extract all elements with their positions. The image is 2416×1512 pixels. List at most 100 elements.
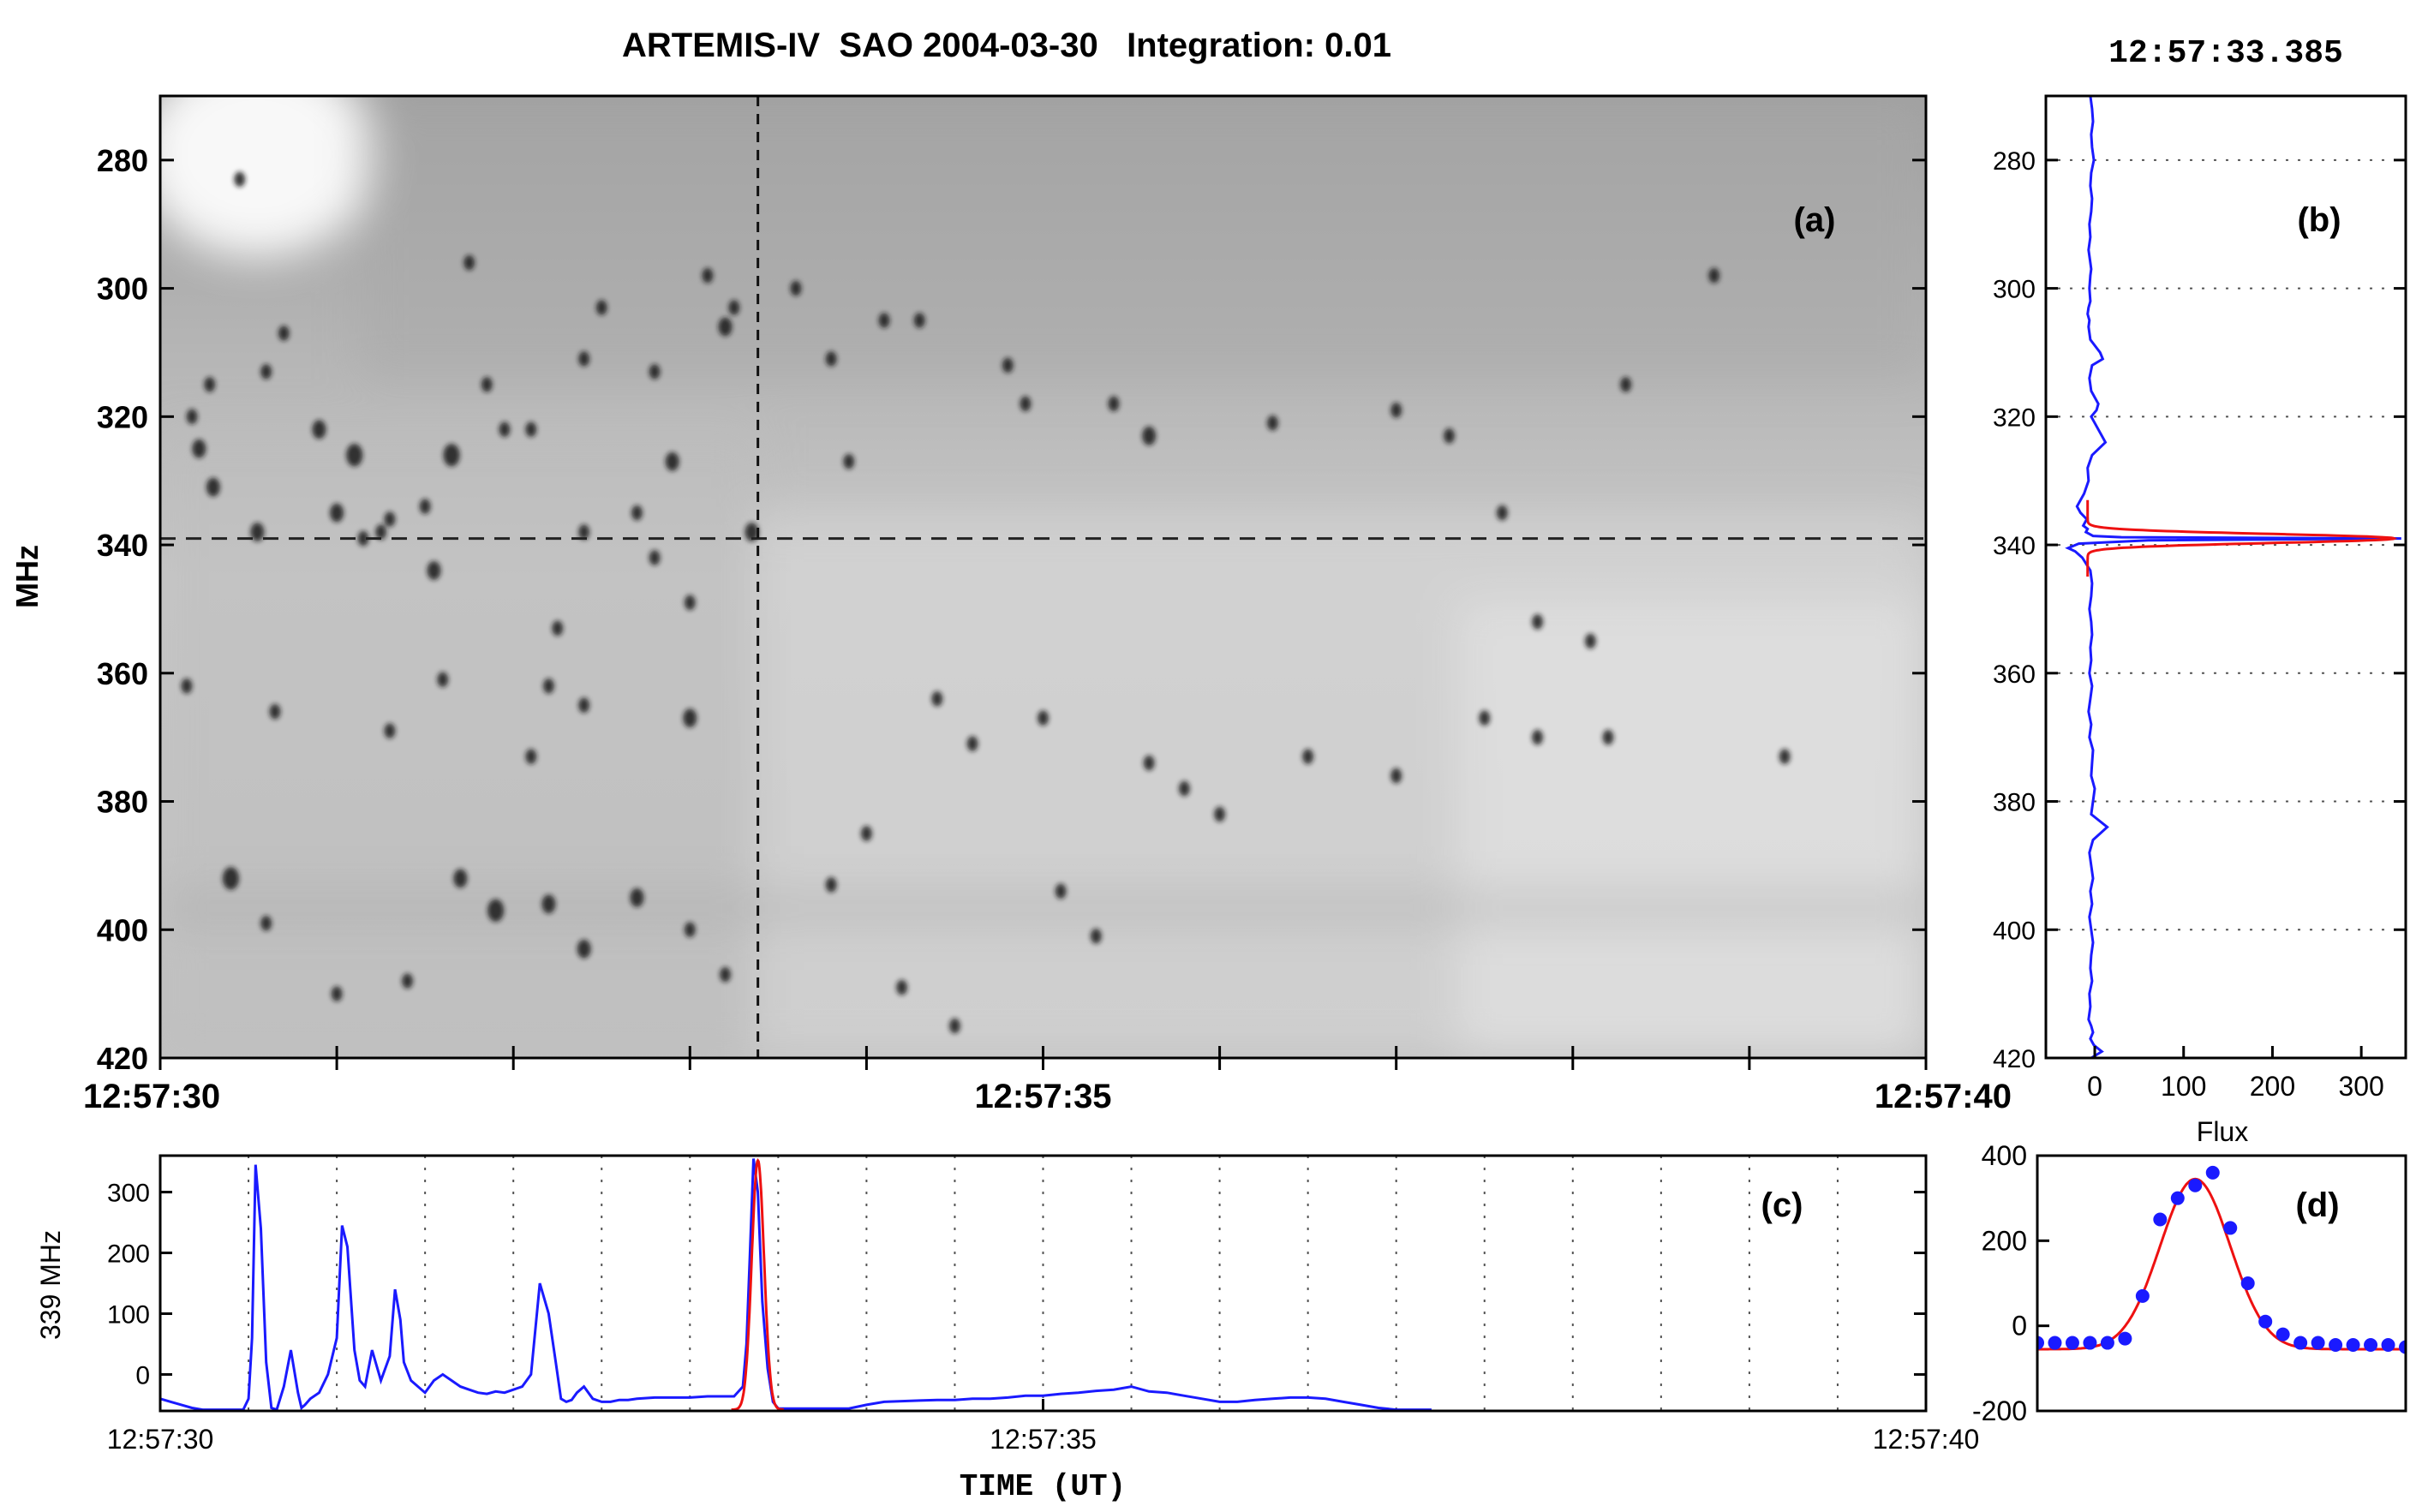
spike-mark	[578, 524, 590, 540]
y-tick-label: 380	[97, 785, 148, 820]
spike-mark	[1532, 729, 1543, 745]
y-tick-label: 360	[1993, 660, 2036, 689]
data-point	[2223, 1221, 2238, 1235]
spike-mark	[1214, 806, 1225, 822]
spike-mark	[630, 887, 644, 907]
spike-mark	[552, 620, 564, 636]
data-point	[2048, 1336, 2062, 1350]
spike-mark	[1002, 357, 1014, 374]
spike-mark	[1055, 883, 1067, 899]
spike-mark	[1267, 415, 1278, 431]
spike-mark	[234, 171, 246, 188]
spike-mark	[896, 979, 908, 995]
panel-b-label: (b)	[2297, 201, 2341, 239]
spike-mark	[1708, 267, 1720, 284]
spike-mark	[949, 1018, 960, 1034]
spike-mark	[1585, 633, 1596, 649]
x-tick-label: 300	[2338, 1071, 2383, 1102]
y-tick-label: 320	[1993, 403, 2036, 432]
spike-mark	[186, 409, 198, 425]
spike-mark	[204, 377, 216, 392]
spike-mark	[543, 678, 554, 694]
spike-mark	[702, 267, 714, 284]
spectrogram-texture	[160, 96, 1926, 1058]
y-tick-label: 400	[97, 912, 148, 947]
data-point	[2329, 1338, 2343, 1353]
spike-mark	[665, 451, 679, 471]
spike-mark	[1178, 780, 1190, 797]
spike-mark	[825, 877, 837, 893]
spike-mark	[499, 421, 511, 438]
spike-mark	[1143, 755, 1155, 771]
data-point	[2240, 1276, 2255, 1290]
x-tick-label: 12:57:35	[990, 1424, 1097, 1455]
data-point	[2135, 1288, 2150, 1303]
data-point	[2065, 1336, 2079, 1350]
panel-c-flux-series	[160, 1158, 1432, 1411]
spike-mark	[684, 595, 696, 611]
y-tick-label: 200	[1982, 1225, 2027, 1256]
y-tick-label: 420	[97, 1041, 148, 1076]
panel-c-gaussian-fit	[731, 1157, 784, 1411]
spike-mark	[437, 672, 449, 688]
y-tick-label: 100	[107, 1300, 150, 1329]
spike-mark	[463, 254, 475, 271]
spike-mark	[577, 939, 591, 959]
spike-mark	[260, 915, 272, 931]
spike-mark	[181, 678, 193, 694]
spike-mark	[1532, 614, 1543, 630]
data-point	[2118, 1331, 2132, 1346]
spike-mark	[1496, 505, 1508, 521]
data-point	[2293, 1336, 2308, 1350]
spike-mark	[578, 351, 590, 367]
data-point	[2083, 1336, 2097, 1350]
data-point	[2037, 1336, 2044, 1350]
spike-mark	[402, 973, 413, 989]
y-tick-label: 300	[97, 272, 148, 307]
panel-a-label: (a)	[1794, 201, 1836, 239]
data-point	[2346, 1338, 2360, 1353]
panel-c-ylabel: 339 MHz	[35, 1230, 66, 1340]
y-tick-label: 380	[1993, 789, 2036, 817]
spike-mark	[1020, 396, 1032, 412]
timestamp-label: 12:57:33.385	[2108, 35, 2343, 72]
figure-title: ARTEMIS-IV SAO 2004-03-30 Integration: 0…	[622, 27, 1391, 64]
panel-a-ylabel: MHz	[9, 545, 45, 608]
spike-mark	[1142, 426, 1157, 445]
panel-d-frame	[2036, 1154, 2407, 1413]
spike-mark	[250, 523, 265, 542]
panel-b-flux-series	[2065, 96, 2401, 1058]
spike-mark	[649, 364, 661, 379]
spike-mark	[1390, 768, 1402, 784]
y-tick-label: -200	[1972, 1395, 2027, 1426]
y-tick-label: 300	[107, 1180, 150, 1208]
spike-mark	[825, 351, 837, 367]
spike-mark	[331, 986, 343, 1001]
y-tick-label: 280	[1993, 147, 2036, 176]
spike-mark	[966, 736, 978, 751]
panel-c-lightcurve: 0 100 200 300 12:57:30 12:57:35 12:57:40 (c) 3…	[35, 1154, 1979, 1504]
data-point	[2188, 1178, 2203, 1192]
y-tick-label: 280	[97, 143, 148, 178]
spike-mark	[481, 377, 493, 392]
y-tick-label: 340	[1993, 532, 2036, 560]
spike-mark	[330, 503, 344, 523]
y-tick-label: 400	[1982, 1140, 2027, 1171]
x-tick-label: 200	[2250, 1071, 2295, 1102]
data-point	[2275, 1327, 2290, 1342]
data-point	[2381, 1338, 2395, 1353]
spike-mark	[720, 966, 731, 983]
panel-d-gaussian-fit	[2037, 1177, 2404, 1351]
spike-mark	[443, 444, 460, 467]
spike-mark	[1390, 403, 1402, 418]
spike-mark	[1090, 928, 1102, 944]
spike-mark	[684, 922, 696, 938]
y-tick-label: 0	[135, 1361, 150, 1389]
panel-d-label: (d)	[2295, 1186, 2339, 1224]
y-tick-label: 200	[107, 1240, 150, 1269]
data-point	[2399, 1340, 2406, 1354]
spike-mark	[1602, 729, 1614, 745]
data-point	[2205, 1165, 2220, 1180]
